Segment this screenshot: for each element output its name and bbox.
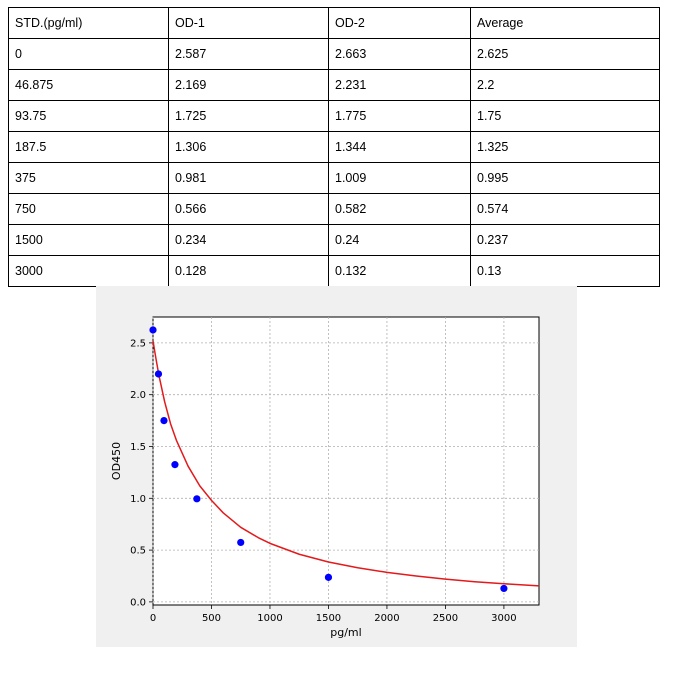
table-row: 0 2.587 2.663 2.625 [8,38,660,70]
x-tick-label: 500 [202,613,221,624]
table-cell: 93.75 [8,100,169,132]
table-cell: 1.325 [470,131,660,163]
y-tick-label: 1.5 [130,442,146,453]
table-header-cell: OD-1 [168,7,329,39]
table-cell: 750 [8,193,169,225]
x-tick-label: 1500 [316,613,341,624]
table-cell: 0.13 [470,255,660,287]
table-cell: 46.875 [8,69,169,101]
data-point [154,370,163,378]
y-tick-label: 2.0 [130,390,146,401]
table-cell: 2.625 [470,38,660,70]
table-row: 3000 0.128 0.132 0.13 [8,255,660,287]
table-cell: 1.306 [168,131,329,163]
table-body: STD.(pg/ml) OD-1 OD-2 Average 0 2.587 2.663 2.6… [8,7,660,287]
table-cell: 2.169 [168,69,329,101]
data-point [193,495,201,503]
table-header-cell: OD-2 [328,7,471,39]
table-cell: 1.75 [470,100,660,132]
data-point [237,538,245,547]
axis-ticks: 0 500 1000 1500 2000 2500 3000 0.0 0.5 1.0 1.5 2.0 2… [130,338,517,624]
table-cell: 2.587 [168,38,329,70]
table-cell: 1.775 [328,100,471,132]
table-cell: 0.574 [470,193,660,225]
x-tick-label: 3000 [491,613,516,624]
data-point [171,461,179,469]
table-cell: 0.566 [168,193,329,225]
table-cell: 3000 [8,255,169,287]
table-header-cell: Average [470,7,660,39]
standard-curve-table: STD.(pg/ml) OD-1 OD-2 Average 0 2.587 2.663 2.6… [8,7,660,287]
data-point [500,584,508,593]
y-tick-label: 2.5 [130,338,146,349]
table-cell: 2.663 [328,38,471,70]
table-cell: 1.344 [328,131,471,163]
table-cell: 375 [8,162,169,194]
table-cell: 0.995 [470,162,660,194]
table-header-row: STD.(pg/ml) OD-1 OD-2 Average [8,7,660,39]
x-axis-label: pg/ml [330,626,361,639]
grid [152,317,539,605]
data-points [149,326,508,593]
x-tick-label: 2000 [374,613,399,624]
table-row: 1500 0.234 0.24 0.237 [8,224,660,256]
x-tick-label: 1000 [257,613,282,624]
data-point [149,326,157,334]
table-row: 93.75 1.725 1.775 1.75 [8,100,660,132]
table-cell: 0.237 [470,224,660,256]
table-cell: 1500 [8,224,169,256]
table-row: 187.5 1.306 1.344 1.325 [8,131,660,163]
table-row: 750 0.566 0.582 0.574 [8,193,660,225]
table-cell: 187.5 [8,131,169,163]
y-axis-label: OD450 [110,442,123,480]
table-cell: 0 [8,38,169,70]
plot-panel: 0 500 1000 1500 2000 2500 3000 0.0 0.5 1.0 1.5 2.0 2… [96,286,577,647]
table-cell: 0.582 [328,193,471,225]
x-tick-label: 0 [150,613,156,624]
fit-curve-layer [152,340,540,587]
x-tick-label: 2500 [433,613,458,624]
table-row: 375 0.981 1.009 0.995 [8,162,660,194]
table-cell: 2.2 [470,69,660,101]
table-cell: 0.132 [328,255,471,287]
table-cell: 2.231 [328,69,471,101]
y-tick-label: 0.5 [130,546,146,557]
table-cell: 0.234 [168,224,329,256]
standard-curve-plot: 0 500 1000 1500 2000 2500 3000 0.0 0.5 1.0 1.5 2.0 2… [110,316,540,639]
fit-curve [152,340,540,587]
plot-area [152,316,540,606]
table-cell: 1.725 [168,100,329,132]
table-header-cell: STD.(pg/ml) [8,7,169,39]
table-row: 46.875 2.169 2.231 2.2 [8,69,660,101]
data-point [324,573,333,581]
table-cell: 0.981 [168,162,329,194]
table-cell: 0.128 [168,255,329,287]
data-point [160,416,168,425]
y-tick-label: 0.0 [130,597,146,608]
table-cell: 0.24 [328,224,471,256]
table-cell: 1.009 [328,162,471,194]
y-tick-label: 1.0 [130,494,146,505]
